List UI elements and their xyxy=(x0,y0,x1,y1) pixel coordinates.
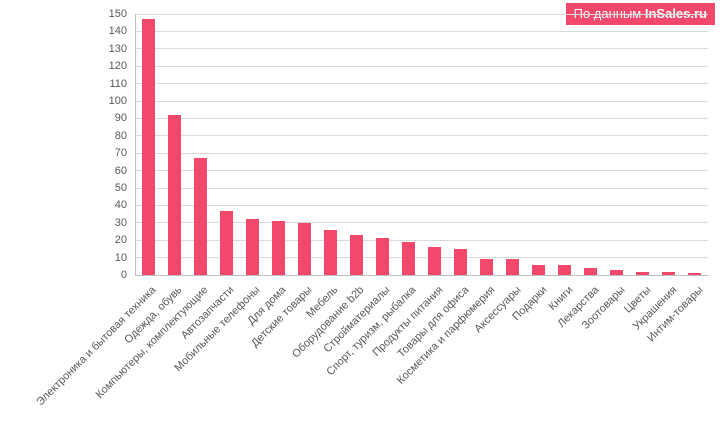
gridline xyxy=(135,100,708,102)
bar xyxy=(271,221,285,275)
y-tick-label: 80 xyxy=(114,129,127,142)
bar xyxy=(245,219,259,275)
y-tick-label: 130 xyxy=(108,42,127,55)
y-tick-label: 60 xyxy=(114,164,127,177)
bar xyxy=(532,264,546,275)
bar xyxy=(636,271,650,275)
gridline xyxy=(135,257,708,259)
y-tick-label: 20 xyxy=(114,234,127,247)
x-axis-line xyxy=(135,274,708,276)
y-tick-label: 100 xyxy=(108,95,127,107)
bar xyxy=(323,229,337,275)
gridline xyxy=(135,239,708,241)
gridline xyxy=(135,48,708,50)
bar xyxy=(297,222,311,275)
y-tick-label: 30 xyxy=(114,216,127,229)
bar xyxy=(454,248,468,275)
bar xyxy=(610,269,624,275)
gridline xyxy=(135,187,708,189)
bar xyxy=(584,268,598,275)
y-tick-label: 50 xyxy=(114,182,127,194)
gridline xyxy=(135,13,708,15)
bar xyxy=(401,241,415,275)
gridline xyxy=(135,222,708,224)
bar xyxy=(375,238,389,275)
y-tick-label: 40 xyxy=(114,199,127,212)
gridline xyxy=(135,117,708,119)
bar xyxy=(558,264,572,275)
bar xyxy=(480,259,494,275)
y-tick-label: 0 xyxy=(120,269,127,281)
y-tick-label: 110 xyxy=(109,77,127,90)
y-tick-label: 90 xyxy=(114,112,127,125)
bar xyxy=(349,234,363,275)
y-tick-label: 70 xyxy=(114,147,127,160)
bar xyxy=(141,19,155,275)
y-tick-label: 10 xyxy=(114,251,127,264)
bar xyxy=(428,247,442,275)
bar xyxy=(662,271,676,275)
bar xyxy=(219,210,233,275)
bar xyxy=(688,273,702,275)
bar xyxy=(193,158,207,275)
gridline xyxy=(135,135,708,137)
y-tick-label: 120 xyxy=(108,60,127,73)
gridline xyxy=(135,152,708,154)
gridline xyxy=(135,204,708,206)
bar xyxy=(167,114,181,275)
y-tick-label: 140 xyxy=(108,25,127,38)
gridline xyxy=(135,83,708,85)
gridline xyxy=(135,30,708,32)
gridline xyxy=(135,65,708,67)
y-axis-line xyxy=(134,14,136,275)
gridline xyxy=(135,170,708,172)
y-tick-label: 150 xyxy=(108,8,127,20)
bar xyxy=(506,259,520,275)
